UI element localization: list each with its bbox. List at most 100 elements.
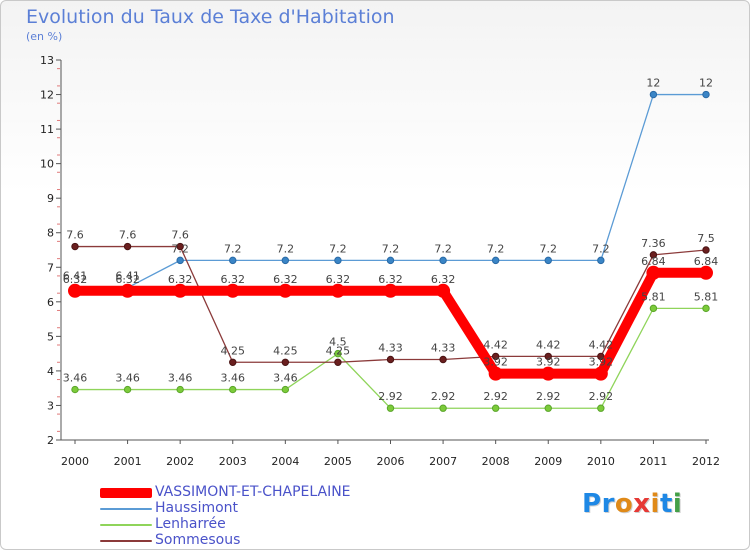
- data-point: [544, 404, 552, 412]
- data-label: 2.92: [431, 390, 456, 403]
- y-tick-label: 13: [40, 54, 54, 67]
- legend-swatch: [100, 508, 152, 510]
- x-tick-label: 2012: [692, 455, 720, 468]
- y-tick-label: 8: [47, 227, 54, 240]
- data-label: 4.42: [483, 338, 508, 351]
- data-label: 3.46: [221, 372, 246, 385]
- data-label: 7.6: [119, 229, 137, 242]
- data-label: 3.92: [536, 356, 561, 369]
- data-point: [439, 404, 447, 412]
- data-point: [597, 404, 605, 412]
- data-point: [491, 404, 500, 412]
- data-label: 6.32: [431, 273, 456, 286]
- data-point: [123, 242, 132, 251]
- data-point: [597, 352, 605, 361]
- data-point: [176, 242, 184, 251]
- data-point: [646, 265, 661, 280]
- y-tick-label: 3: [47, 399, 54, 412]
- data-label: 6.32: [63, 273, 88, 286]
- data-point: [281, 385, 290, 394]
- data-point: [702, 246, 710, 254]
- y-tick-label: 4: [47, 365, 54, 378]
- data-point: [436, 283, 451, 298]
- legend-label: Lenharrée: [155, 516, 226, 532]
- data-label: 6.32: [168, 273, 193, 286]
- y-tick-label: 2: [47, 434, 54, 447]
- data-label: 3.46: [115, 372, 140, 385]
- data-label: 3.46: [63, 372, 88, 385]
- y-tick-label: 9: [47, 192, 54, 205]
- data-label: 6.32: [326, 273, 351, 286]
- y-tick-label: 11: [40, 123, 54, 136]
- data-label: 7.5: [697, 232, 715, 245]
- data-point: [544, 256, 552, 265]
- data-point: [702, 304, 710, 313]
- data-point: [68, 283, 82, 298]
- data-label: 6.32: [115, 273, 140, 286]
- data-label: 4.42: [589, 338, 614, 351]
- data-point: [229, 256, 237, 265]
- data-label: 3.92: [589, 356, 614, 369]
- data-label: 7.2: [487, 242, 505, 255]
- data-point: [386, 256, 395, 265]
- data-label: 2.92: [483, 390, 508, 403]
- x-tick-label: 2003: [219, 455, 247, 468]
- data-point: [173, 283, 188, 298]
- data-point: [541, 366, 556, 381]
- x-tick-label: 2011: [639, 455, 667, 468]
- chart-title: Evolution du Taux de Taxe d'Habitation: [26, 6, 395, 28]
- data-label: 7.2: [277, 242, 295, 255]
- data-point: [225, 283, 240, 298]
- x-tick-label: 2004: [271, 455, 299, 468]
- data-point: [71, 242, 79, 251]
- legend-swatch: [100, 488, 152, 498]
- data-point: [597, 256, 605, 265]
- data-label: 7.2: [224, 242, 242, 255]
- data-label: 5.81: [694, 290, 719, 303]
- x-tick-label: 2007: [429, 455, 457, 468]
- data-label: 7.2: [329, 242, 347, 255]
- x-tick-label: 2008: [482, 455, 510, 468]
- data-label: 4.25: [273, 344, 298, 357]
- data-label: 6.41: [63, 270, 88, 283]
- data-label: 6.32: [273, 273, 298, 286]
- data-point: [488, 366, 503, 381]
- data-point: [120, 283, 135, 298]
- data-label: 2.92: [589, 390, 614, 403]
- data-point: [702, 90, 710, 99]
- x-tick-label: 2002: [166, 455, 194, 468]
- data-point: [439, 256, 447, 265]
- x-tick-label: 2000: [61, 455, 89, 468]
- data-label: 4.33: [378, 342, 403, 355]
- legend-label: Sommesous: [155, 532, 241, 548]
- data-label: 7.6: [171, 229, 189, 242]
- x-tick-label: 2006: [377, 455, 405, 468]
- data-label: 3.92: [483, 356, 508, 369]
- data-label: 6.41: [115, 270, 140, 283]
- data-point: [386, 355, 395, 364]
- data-label: 4.33: [431, 342, 456, 355]
- data-label: 4.25: [221, 344, 246, 357]
- data-label: 12: [699, 77, 713, 90]
- data-point: [383, 283, 398, 298]
- legend-swatch: [100, 540, 152, 542]
- data-label: 3.46: [273, 372, 298, 385]
- data-label: 7.2: [171, 242, 189, 255]
- data-label: 7.2: [434, 242, 452, 255]
- data-point: [176, 385, 184, 394]
- data-point: [229, 385, 237, 394]
- y-tick-label: 10: [40, 158, 54, 171]
- data-label: 7.2: [382, 242, 400, 255]
- data-label: 7.2: [592, 242, 610, 255]
- x-tick-label: 2009: [534, 455, 562, 468]
- data-label: 7.2: [540, 242, 558, 255]
- y-tick-label: 7: [47, 261, 54, 274]
- data-point: [123, 385, 132, 394]
- legend-swatch: [100, 524, 152, 526]
- data-point: [491, 256, 500, 265]
- data-label: 6.32: [221, 273, 246, 286]
- x-tick-label: 2005: [324, 455, 352, 468]
- data-point: [334, 358, 342, 366]
- data-point: [176, 256, 184, 265]
